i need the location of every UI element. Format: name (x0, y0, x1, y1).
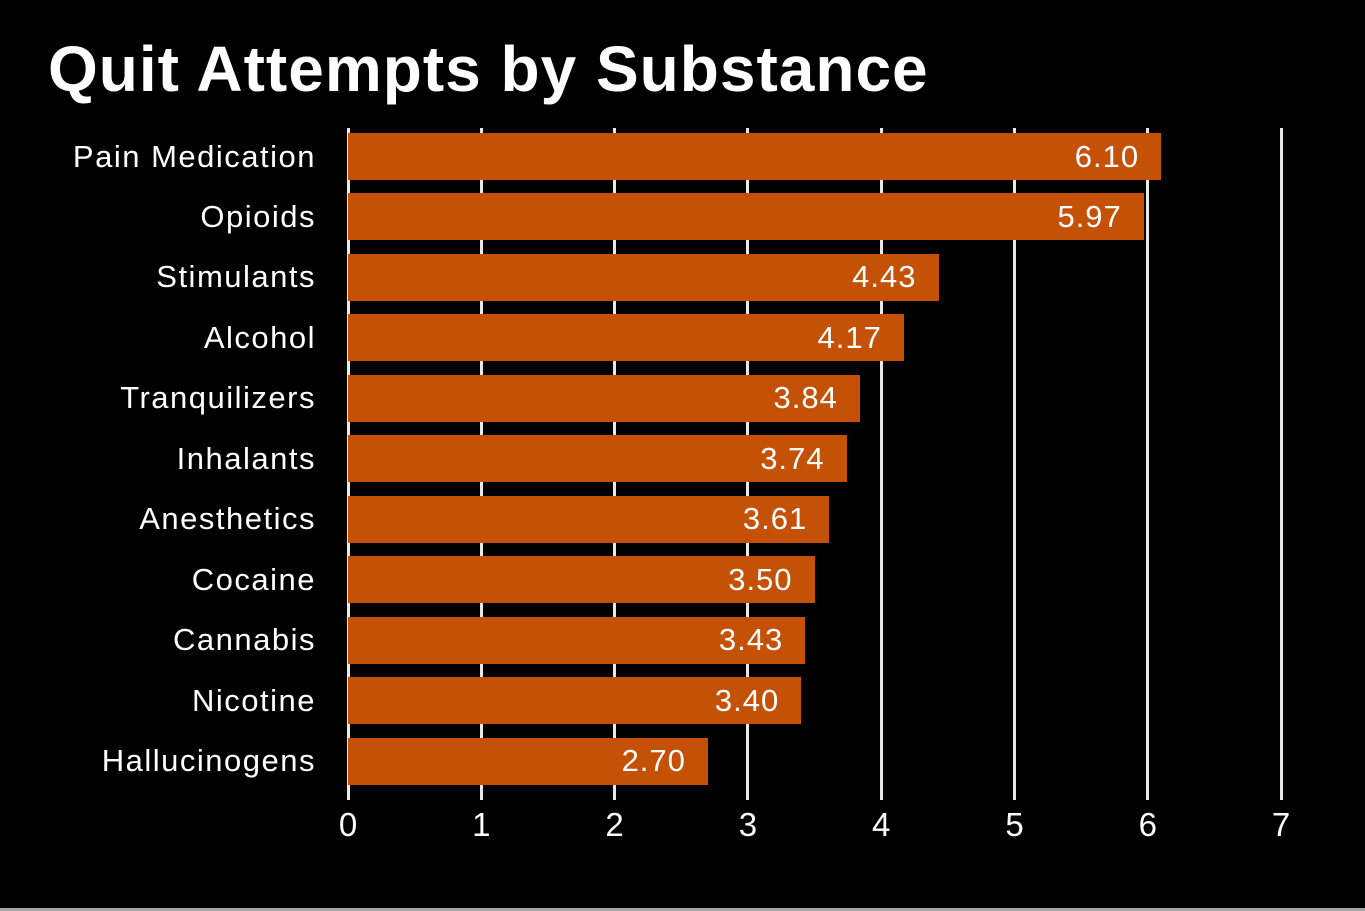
bar (348, 495, 830, 543)
category-label: Inhalants (176, 440, 316, 476)
bar-value-label: 4.17 (817, 319, 882, 355)
category-label: Anesthetics (139, 501, 316, 537)
x-axis-tick-label: 7 (1271, 806, 1291, 843)
x-axis-tick (1146, 783, 1150, 800)
chart-title: Quit Attempts by Substance (48, 33, 929, 105)
bar-value-label: 5.97 (1057, 198, 1122, 234)
x-axis-tick-label: 6 (1138, 806, 1157, 843)
x-axis-tick-label: 3 (738, 806, 758, 843)
bar (348, 253, 939, 301)
bar-row: 3.84 (348, 374, 860, 422)
bar-row: 3.43 (348, 616, 806, 664)
category-label: Cocaine (191, 561, 316, 597)
gridline (1146, 128, 1150, 783)
bar-value-label: 6.10 (1074, 138, 1140, 174)
bar (348, 677, 802, 725)
x-axis-tick-label: 5 (1005, 806, 1024, 843)
bar-row: 3.40 (348, 677, 802, 725)
bar-value-label: 3.40 (714, 682, 780, 718)
bar (348, 193, 1144, 241)
bar (348, 374, 860, 422)
bar (348, 314, 904, 362)
category-label: Nicotine (192, 682, 316, 718)
bar (348, 737, 708, 785)
gridline (1279, 128, 1283, 783)
bar-value-label: 3.61 (742, 501, 808, 537)
x-axis-tick-label: 2 (605, 806, 624, 843)
gridline (879, 128, 883, 783)
x-axis-tick (1013, 783, 1016, 800)
bar-value-label: 3.74 (760, 440, 825, 476)
bar (348, 616, 806, 664)
bar-row: 3.50 (348, 556, 815, 604)
x-axis-tick (346, 783, 350, 800)
bar-value-label: 3.50 (728, 561, 793, 597)
bar-value-label: 4.43 (852, 259, 917, 295)
category-label: Stimulants (156, 259, 316, 295)
plot-area: 6.10 5.97 4.43 4.17 3.84 3.74 3.61 3.50 3.43 3.40… (346, 128, 1283, 785)
category-label: Pain Medication (72, 138, 316, 174)
x-axis-tick (479, 783, 483, 800)
bar-row: 2.70 (348, 737, 708, 785)
bar-value-label: 3.84 (773, 380, 838, 416)
x-axis-tick-label: 0 (338, 806, 358, 843)
bar-row: 3.74 (348, 435, 847, 483)
bar-value-label: 2.70 (621, 743, 686, 778)
category-label: Alcohol (203, 319, 316, 355)
x-axis-tick (746, 783, 750, 800)
bar (348, 435, 847, 483)
gridline (1013, 128, 1016, 783)
x-axis-tick (1279, 783, 1283, 800)
x-axis-tick-label: 1 (472, 806, 491, 843)
category-label: Opioids (200, 198, 316, 234)
bar-value-label: 3.43 (718, 622, 784, 658)
bar (348, 133, 1162, 180)
bottom-border (0, 908, 1365, 911)
bar-row: 5.97 (348, 193, 1144, 241)
bar-row: 6.10 (348, 133, 1162, 180)
category-label: Hallucinogens (101, 743, 316, 778)
bar-row: 4.43 (348, 253, 939, 301)
category-label: Cannabis (173, 622, 316, 658)
bar (348, 556, 815, 604)
bar-row: 3.61 (348, 495, 830, 543)
x-axis-tick-label: 4 (872, 806, 891, 843)
bar-row: 4.17 (348, 314, 904, 362)
x-axis-tick (613, 783, 617, 800)
x-axis-tick (879, 783, 883, 800)
category-label: Tranquilizers (120, 380, 316, 416)
